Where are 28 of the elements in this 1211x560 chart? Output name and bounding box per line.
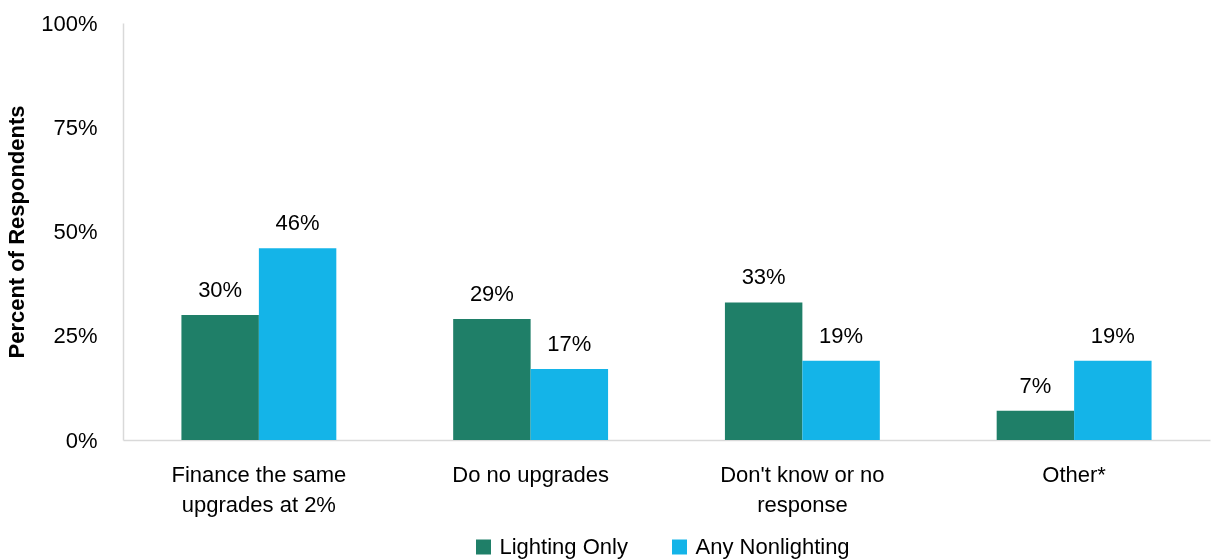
x-tick-label: Finance the same upgrades at 2% [171,461,347,517]
bar [802,360,880,440]
data-label: 17% [547,331,592,357]
bar [1074,360,1152,440]
data-label: 7% [1019,372,1052,398]
legend-label: Lighting Only [499,534,628,559]
bar [530,369,609,440]
bar [258,248,337,440]
bar [724,302,803,440]
data-label: 19% [819,322,864,348]
y-tick-label: 25% [53,323,98,349]
bar [996,410,1075,440]
x-tick-label: Do no upgrades [452,461,609,487]
data-label: 29% [469,281,514,307]
y-tick-label: 100% [41,10,98,36]
y-tick-label: 50% [53,219,98,244]
x-tick-label: Don't know or no response [720,461,885,517]
bar [453,319,531,440]
data-label: 30% [198,276,243,302]
y-axis-title: Percent of Respondents [4,105,30,359]
legend-label: Any Nonlighting [695,534,850,559]
data-label: 19% [1090,322,1135,348]
bar [181,314,259,440]
y-tick-label: 0% [65,427,98,453]
x-tick-label: Other* [1042,461,1107,487]
data-label: 33% [741,264,786,290]
y-tick-label: 75% [53,114,98,140]
data-label: 46% [275,210,320,236]
